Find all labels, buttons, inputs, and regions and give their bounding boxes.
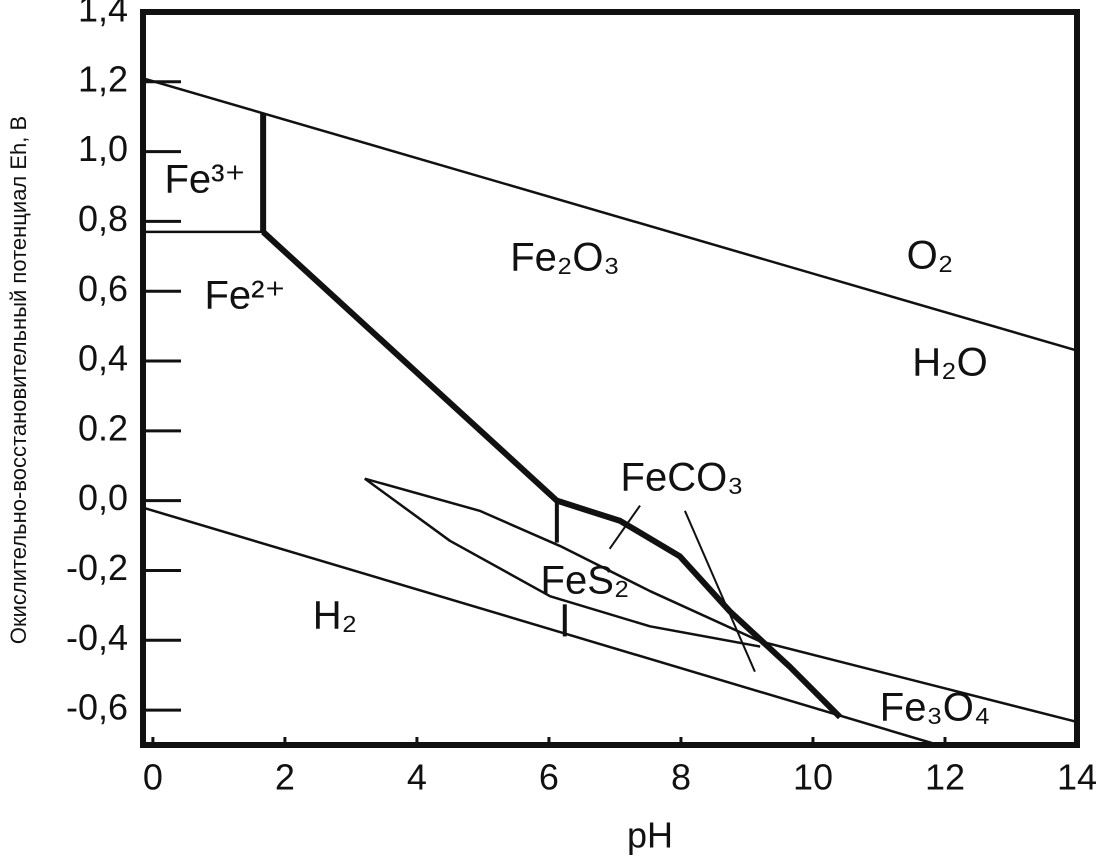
boundary-line — [555, 497, 843, 720]
y-tick-label: 0,0 — [78, 477, 128, 518]
x-tick-label: 6 — [539, 757, 559, 798]
x-tick-label: 12 — [925, 757, 965, 798]
x-axis-label: pH — [627, 815, 673, 856]
region-label: Fe³⁺ — [164, 158, 245, 202]
boundary-line — [142, 506, 939, 747]
x-tick-label: 0 — [143, 757, 163, 798]
region-label: FeS₂ — [541, 559, 630, 603]
y-tick-label: 0,6 — [78, 268, 128, 309]
region-label: O₂ — [907, 234, 954, 278]
x-tick-label: 8 — [671, 757, 691, 798]
boundary-line — [608, 504, 641, 550]
y-tick-label: -0,6 — [66, 687, 128, 728]
y-tick-label: -0,4 — [66, 617, 128, 658]
y-tick-label: 1,4 — [78, 0, 128, 30]
x-tick-label: 2 — [275, 757, 295, 798]
boundary-line — [261, 229, 559, 503]
x-tick-label: 14 — [1057, 757, 1097, 798]
x-tick-label: 4 — [407, 757, 427, 798]
region-label: Fe₂O₃ — [510, 236, 620, 280]
boundary-line — [684, 510, 756, 673]
boundary-line — [364, 477, 761, 648]
y-axis-label: Окислительно-восстановительный потенциал… — [6, 116, 31, 644]
boundary-line — [142, 77, 1078, 352]
y-tick-label: 0,4 — [78, 338, 128, 379]
region-label: H₂O — [912, 341, 988, 385]
x-tick-label: 10 — [793, 757, 833, 798]
boundary-line — [364, 477, 1078, 724]
y-tick-label: 1,2 — [78, 58, 128, 99]
plot-frame — [140, 9, 1080, 748]
y-tick-label: 1,0 — [78, 128, 128, 169]
y-tick-label: 0.2 — [78, 407, 128, 448]
region-label: Fe₃O₄ — [880, 686, 990, 730]
y-tick-label: 0,8 — [78, 198, 128, 239]
region-label: H₂ — [313, 594, 357, 638]
region-label: FeCO₃ — [621, 456, 744, 500]
region-label: Fe²⁺ — [204, 274, 285, 318]
y-tick-label: -0,2 — [66, 547, 128, 588]
